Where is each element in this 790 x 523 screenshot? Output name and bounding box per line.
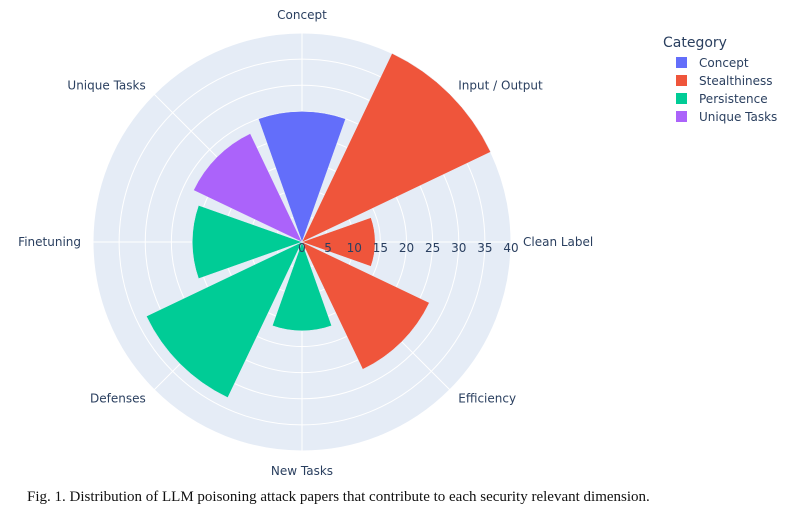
angular-tick-label: Input / Output (458, 79, 543, 93)
radial-tick-label: 40 (503, 241, 518, 255)
radial-tick-label: 15 (373, 241, 388, 255)
angular-tick-label: Defenses (90, 391, 146, 405)
angular-tick-label: Clean Label (523, 235, 593, 249)
angular-tick-label: New Tasks (271, 464, 333, 478)
legend-title: Category (663, 35, 727, 51)
angular-tick-label: Finetuning (18, 235, 81, 249)
bar-new-tasks (272, 241, 332, 332)
radial-tick-label: 25 (425, 241, 440, 255)
angular-tick-label: Concept (277, 8, 327, 22)
bar-defenses (146, 241, 303, 398)
legend-swatch-concept (676, 57, 687, 68)
legend-label-unique-tasks: Unique Tasks (699, 110, 777, 124)
radial-tick-label: 10 (347, 241, 362, 255)
legend-label-stealthiness: Stealthiness (699, 74, 773, 88)
legend-label-concept: Concept (699, 56, 749, 70)
bar-clean-label (301, 217, 376, 267)
radial-tick-label: 30 (451, 241, 466, 255)
radial-tick-label: 35 (477, 241, 492, 255)
radial-tick-label: 5 (324, 241, 332, 255)
bar-input-output (301, 53, 491, 243)
legend-swatch-persistence (676, 93, 687, 104)
bar-finetuning (192, 205, 303, 279)
angular-tick-label: Efficiency (458, 391, 516, 405)
bar-concept (258, 111, 346, 243)
radial-tick-label: 0 (298, 241, 306, 255)
bar-efficiency (301, 241, 430, 370)
radial-tick-label: 20 (399, 241, 414, 255)
legend-swatch-unique-tasks (676, 111, 687, 122)
angular-tick-label: Unique Tasks (67, 79, 145, 93)
legend-swatch-stealthiness (676, 75, 687, 86)
legend-label-persistence: Persistence (699, 92, 768, 106)
figure-caption: Fig. 1. Distribution of LLM poisoning at… (27, 489, 650, 505)
bar-unique-tasks (193, 133, 303, 243)
